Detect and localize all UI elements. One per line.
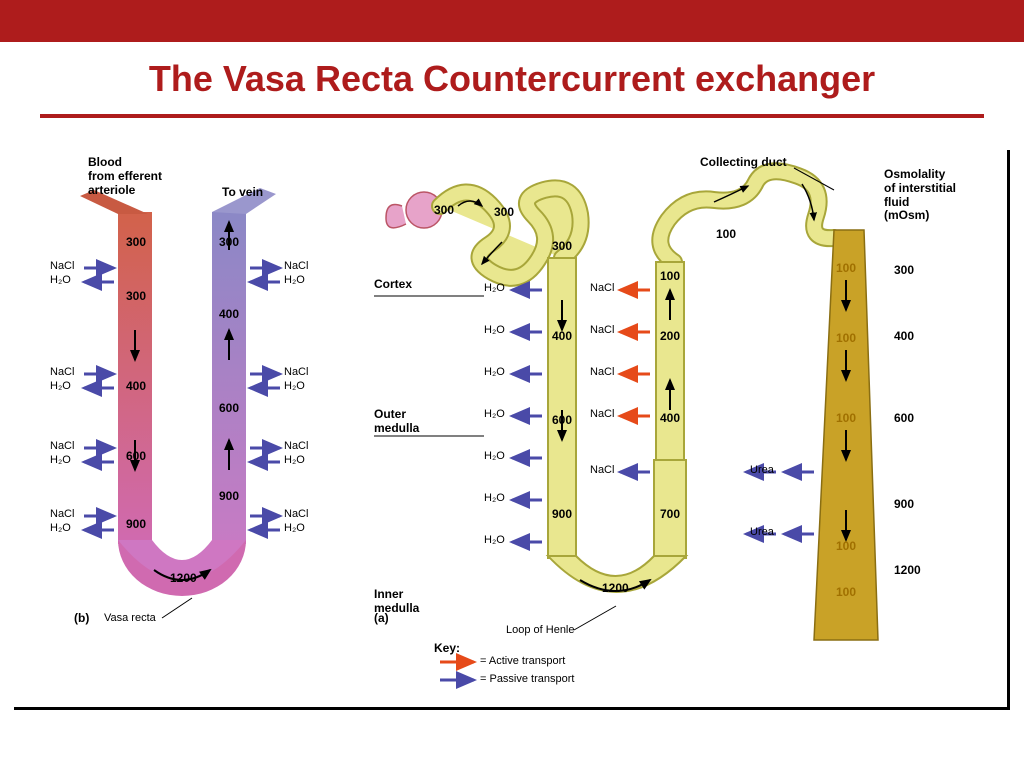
diagram-canvas: 300 300 400 600 900 300 400 600 900 1200 [14, 150, 1010, 710]
vr-d-4: 900 [126, 517, 146, 531]
vr-bottom: 1200 [170, 571, 197, 585]
key-title: Key: [434, 642, 460, 656]
svg-text:900: 900 [552, 507, 572, 521]
title-wrap: The Vasa Recta Countercurrent exchanger [0, 42, 1024, 106]
vr-a-1: 400 [219, 307, 239, 321]
collecting-label: Collecting duct [700, 156, 787, 170]
urea-2: Urea [750, 526, 774, 539]
title-underline [40, 114, 984, 118]
henle-nacl-arrows [620, 290, 650, 472]
svg-text:300: 300 [434, 203, 454, 217]
svg-text:1200: 1200 [602, 581, 629, 595]
svg-text:1200: 1200 [894, 563, 921, 577]
vr-h2o-0: H₂O [50, 274, 71, 287]
henle-panel-a: (a) [374, 612, 389, 626]
svg-text:600: 600 [894, 411, 914, 425]
zone-outer: Outermedulla [374, 408, 419, 436]
header-bar [0, 0, 1024, 42]
vr-panel-b: (b) [74, 612, 89, 626]
vr-a-3: 900 [219, 489, 239, 503]
osmo-label: Osmolalityof interstitialfluid(mOsm) [884, 168, 956, 223]
vr-right-arrows [250, 268, 280, 530]
vr-left-arrows [84, 268, 114, 530]
vr-a-0: 300 [219, 235, 239, 249]
vr-nacl-0: NaCl [50, 260, 74, 273]
zone-cortex: Cortex [374, 278, 412, 292]
vr-structure-label: Vasa recta [104, 612, 156, 625]
svg-text:100: 100 [836, 261, 856, 275]
vr-label-out: To vein [222, 186, 263, 200]
svg-text:300: 300 [494, 205, 514, 219]
vr-label-in: Bloodfrom efferentarteriole [88, 156, 162, 197]
vr-d-0: 300 [126, 235, 146, 249]
vr-a-2: 600 [219, 401, 239, 415]
henle-structure-label: Loop of Henle [506, 624, 575, 637]
svg-text:900: 900 [894, 497, 914, 511]
vr-d-3: 600 [126, 449, 146, 463]
page-title: The Vasa Recta Countercurrent exchanger [40, 58, 984, 100]
svg-text:700: 700 [660, 507, 680, 521]
svg-text:100: 100 [836, 539, 856, 553]
key-active: = Active transport [480, 655, 565, 668]
key-passive: = Passive transport [480, 673, 574, 686]
henle-h2o-arrows [512, 290, 542, 542]
svg-text:100: 100 [836, 585, 856, 599]
svg-text:300: 300 [552, 239, 572, 253]
svg-text:100: 100 [836, 411, 856, 425]
svg-text:100: 100 [836, 331, 856, 345]
svg-text:300: 300 [894, 263, 914, 277]
svg-text:200: 200 [660, 329, 680, 343]
svg-text:100: 100 [716, 227, 736, 241]
svg-text:600: 600 [552, 413, 572, 427]
svg-text:100: 100 [660, 269, 680, 283]
vr-d-1: 300 [126, 289, 146, 303]
svg-text:400: 400 [894, 329, 914, 343]
svg-text:400: 400 [660, 411, 680, 425]
vr-d-2: 400 [126, 379, 146, 393]
urea-1: Urea [750, 464, 774, 477]
svg-text:400: 400 [552, 329, 572, 343]
